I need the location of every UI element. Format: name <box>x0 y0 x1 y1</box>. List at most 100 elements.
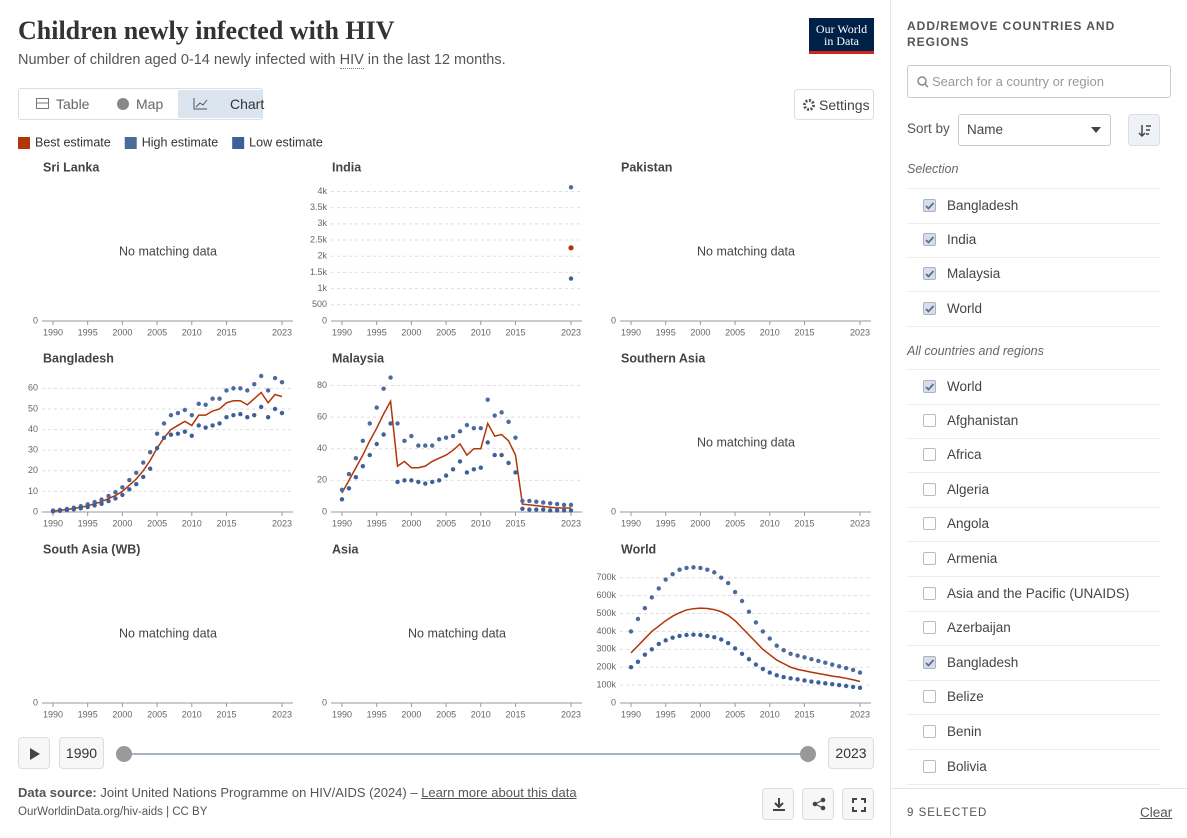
checkbox[interactable] <box>923 232 936 246</box>
checkbox[interactable] <box>923 517 936 531</box>
dot <box>561 508 567 513</box>
dot <box>788 651 793 656</box>
checkbox[interactable] <box>923 552 936 565</box>
clear-button[interactable]: Clear <box>1140 805 1173 820</box>
x-tick-label: 2010 <box>471 709 491 719</box>
dot <box>478 465 483 470</box>
checkbox[interactable] <box>923 380 936 393</box>
y-tick-label: 600k <box>596 590 616 600</box>
dot <box>698 632 703 638</box>
list-item[interactable]: Angola <box>907 507 1160 543</box>
checkbox[interactable] <box>923 725 936 738</box>
x-tick-label: 2010 <box>471 327 491 337</box>
logo-line: Our World <box>815 22 868 36</box>
checkbox[interactable] <box>923 759 936 773</box>
checkbox[interactable] <box>923 586 936 600</box>
no-data-message: No matching data <box>697 435 795 449</box>
search-box[interactable]: Search for a country or region <box>907 65 1171 98</box>
x-tick-label: 2015 <box>794 327 814 337</box>
source: Data source: Joint United Nations Progra… <box>18 785 577 800</box>
x-tick-label: 1995 <box>78 518 98 528</box>
list-item[interactable]: India <box>907 223 1160 258</box>
source-text: Joint United Nations Programme on HIV/AI… <box>100 785 422 800</box>
timeline-end[interactable]: 2023 <box>828 737 874 769</box>
checkbox[interactable] <box>923 482 936 496</box>
list-item[interactable]: Bangladesh <box>907 646 1160 681</box>
panel-title: Pakistan <box>621 160 672 174</box>
tab-active[interactable]: Chart <box>178 90 264 118</box>
checkbox[interactable] <box>923 267 936 281</box>
panel-title: Southern Asia <box>621 351 706 365</box>
source-link[interactable]: Learn more about this data <box>421 785 577 800</box>
list-item[interactable]: Algeria <box>907 473 1160 508</box>
x-tick-label: 1995 <box>656 709 676 719</box>
list-item[interactable]: Bolivia <box>907 750 1160 785</box>
download-button[interactable] <box>762 788 794 820</box>
checkbox[interactable] <box>923 301 936 315</box>
share-button[interactable] <box>802 788 834 820</box>
list-item[interactable]: Afghanistan <box>907 404 1160 439</box>
dot <box>258 404 264 410</box>
x-tick-label: 1995 <box>367 327 387 337</box>
dot <box>492 452 497 458</box>
search-placeholder: Search for a country or region <box>932 74 1104 89</box>
legend-swatch <box>124 137 137 149</box>
sort-order-button[interactable] <box>1128 114 1160 146</box>
y-tick-label: 20 <box>317 475 327 485</box>
list-item[interactable]: Azerbaijan <box>907 611 1160 647</box>
logo[interactable]: Our World in Data <box>809 18 874 54</box>
no-data-message: No matching data <box>408 626 506 640</box>
tab[interactable]: Map <box>136 96 164 112</box>
dot <box>857 670 863 675</box>
list-item[interactable]: World <box>907 292 1160 327</box>
checkbox[interactable] <box>923 199 936 212</box>
tab[interactable]: Table <box>56 96 90 112</box>
y-tick-label: 500 <box>312 299 327 309</box>
x-tick-label: 2010 <box>471 518 491 528</box>
dot <box>443 435 449 440</box>
list-item[interactable]: Bangladesh <box>907 188 1160 224</box>
item-label: Malaysia <box>947 266 1001 282</box>
dot <box>464 422 470 428</box>
dot <box>649 595 655 600</box>
x-tick-label: 2000 <box>112 327 132 337</box>
sort-select[interactable]: Name <box>958 114 1111 146</box>
dot <box>423 481 428 486</box>
checkbox[interactable] <box>923 413 936 427</box>
dot <box>127 477 132 483</box>
checkbox[interactable] <box>923 690 936 704</box>
settings-button[interactable]: Settings <box>794 89 874 120</box>
checkbox[interactable] <box>923 621 936 635</box>
dot <box>642 605 648 611</box>
url[interactable]: OurWorldinData.org/hiv-aids | CC BY <box>18 806 208 818</box>
dot <box>409 433 414 439</box>
dot <box>64 507 70 513</box>
list-item[interactable]: Armenia <box>907 542 1160 577</box>
fullscreen-button[interactable] <box>842 788 874 820</box>
x-tick-label: 2010 <box>182 518 202 528</box>
dot <box>217 396 222 401</box>
list-item[interactable]: Benin <box>907 715 1160 750</box>
list-item[interactable]: Belize <box>907 680 1160 716</box>
dot <box>568 276 574 281</box>
dot <box>830 662 835 667</box>
checkbox[interactable] <box>923 655 936 669</box>
dot <box>245 415 250 420</box>
list-item[interactable]: Malaysia <box>907 257 1160 293</box>
timeline-handle[interactable] <box>116 746 132 762</box>
list-item[interactable]: World <box>907 369 1160 405</box>
timeline-start[interactable]: 1990 <box>59 737 104 769</box>
dot <box>120 492 125 498</box>
subtitle-term[interactable]: HIV <box>339 52 364 69</box>
timeline-handle[interactable] <box>800 746 816 762</box>
dot <box>374 441 379 447</box>
dot <box>520 498 525 504</box>
checkbox[interactable] <box>923 448 936 462</box>
play-button[interactable] <box>18 737 50 769</box>
list-item[interactable]: Africa <box>907 438 1160 474</box>
x-tick-label: 2000 <box>401 327 421 337</box>
dot <box>677 567 682 572</box>
dot <box>760 666 766 672</box>
dot <box>265 415 271 420</box>
list-item[interactable]: Asia and the Pacific (UNAIDS) <box>907 577 1160 612</box>
